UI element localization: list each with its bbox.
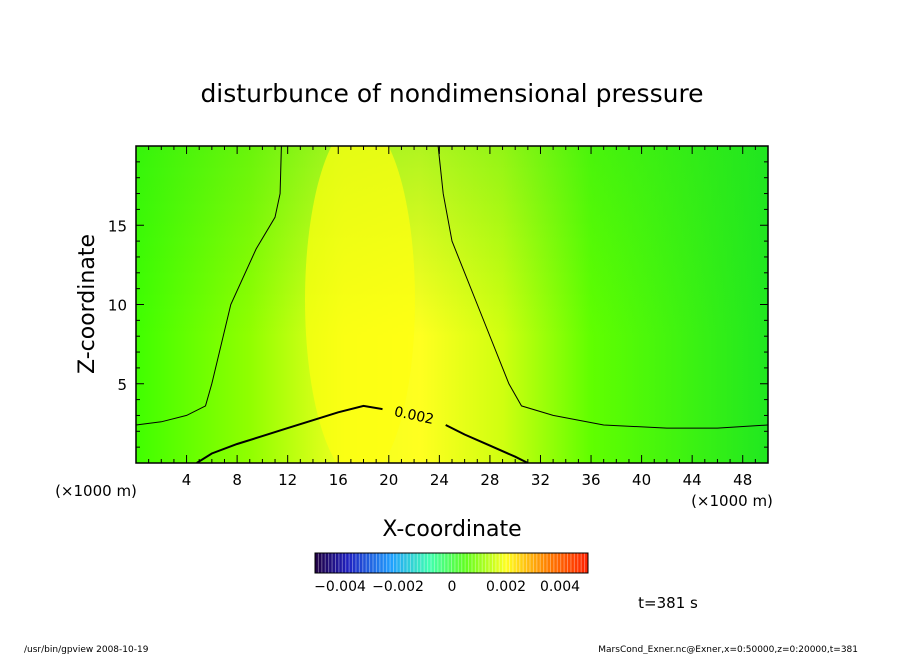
contour-line bbox=[196, 404, 383, 463]
x-tick-label: 8 bbox=[232, 471, 242, 489]
colorbar-stripes bbox=[314, 553, 589, 573]
x-tick-label: 48 bbox=[733, 471, 752, 489]
colorbar-tick-label: 0 bbox=[448, 579, 457, 595]
footer-left: /usr/bin/gpview 2008-10-19 bbox=[24, 645, 149, 654]
field-yellow-core bbox=[305, 146, 415, 463]
contour-lines bbox=[136, 146, 768, 463]
contour-line bbox=[445, 424, 529, 463]
field-hotspot bbox=[180, 388, 560, 463]
colorbar-tick-labels: −0.004 −0.002 0 0.002 0.004 bbox=[314, 579, 580, 595]
x-tick-label: 44 bbox=[683, 471, 702, 489]
colorbar-tick-label: 0.004 bbox=[540, 579, 580, 595]
x-tick-label: 32 bbox=[531, 471, 550, 489]
x-unit-left: (×1000 m) bbox=[55, 482, 137, 500]
plot-area bbox=[136, 146, 768, 463]
x-axis-label: X-coordinate bbox=[382, 517, 521, 542]
x-tick-label: 16 bbox=[329, 471, 348, 489]
chart-title: disturbunce of nondimensional pressure bbox=[200, 79, 703, 108]
x-tick-label: 20 bbox=[379, 471, 398, 489]
x-tick-label: 40 bbox=[632, 471, 651, 489]
y-ticks: 5 10 15 bbox=[108, 161, 768, 448]
x-tick-label: 4 bbox=[182, 471, 192, 489]
y-tick-label: 15 bbox=[108, 217, 127, 235]
colorbar: −0.004 −0.002 0 0.002 0.004 bbox=[314, 552, 589, 595]
footer-right: MarsCond_Exner.nc@Exner,x=0:50000,z=0:20… bbox=[598, 645, 858, 654]
x-unit-right: (×1000 m) bbox=[691, 492, 773, 510]
time-label: t=381 s bbox=[638, 594, 698, 612]
contour-line bbox=[437, 146, 768, 429]
colorbar-tick-label: −0.002 bbox=[372, 579, 424, 595]
y-tick-label: 10 bbox=[108, 297, 127, 315]
x-tick-label: 36 bbox=[581, 471, 600, 489]
colorbar-tick-label: −0.004 bbox=[314, 579, 366, 595]
x-tick-label: 24 bbox=[430, 471, 449, 489]
colorbar-tick-label: 0.002 bbox=[486, 579, 526, 595]
contour-line bbox=[136, 146, 282, 426]
y-axis-label: Z-coordinate bbox=[75, 234, 100, 374]
x-ticks: 4 8 12 16 20 24 28 32 36 40 44 48 bbox=[148, 146, 756, 489]
x-tick-label: 28 bbox=[480, 471, 499, 489]
colorbar-frame bbox=[314, 552, 589, 574]
y-tick-label: 5 bbox=[117, 376, 127, 394]
colorbar-fill bbox=[315, 553, 588, 573]
x-tick-label: 12 bbox=[278, 471, 297, 489]
